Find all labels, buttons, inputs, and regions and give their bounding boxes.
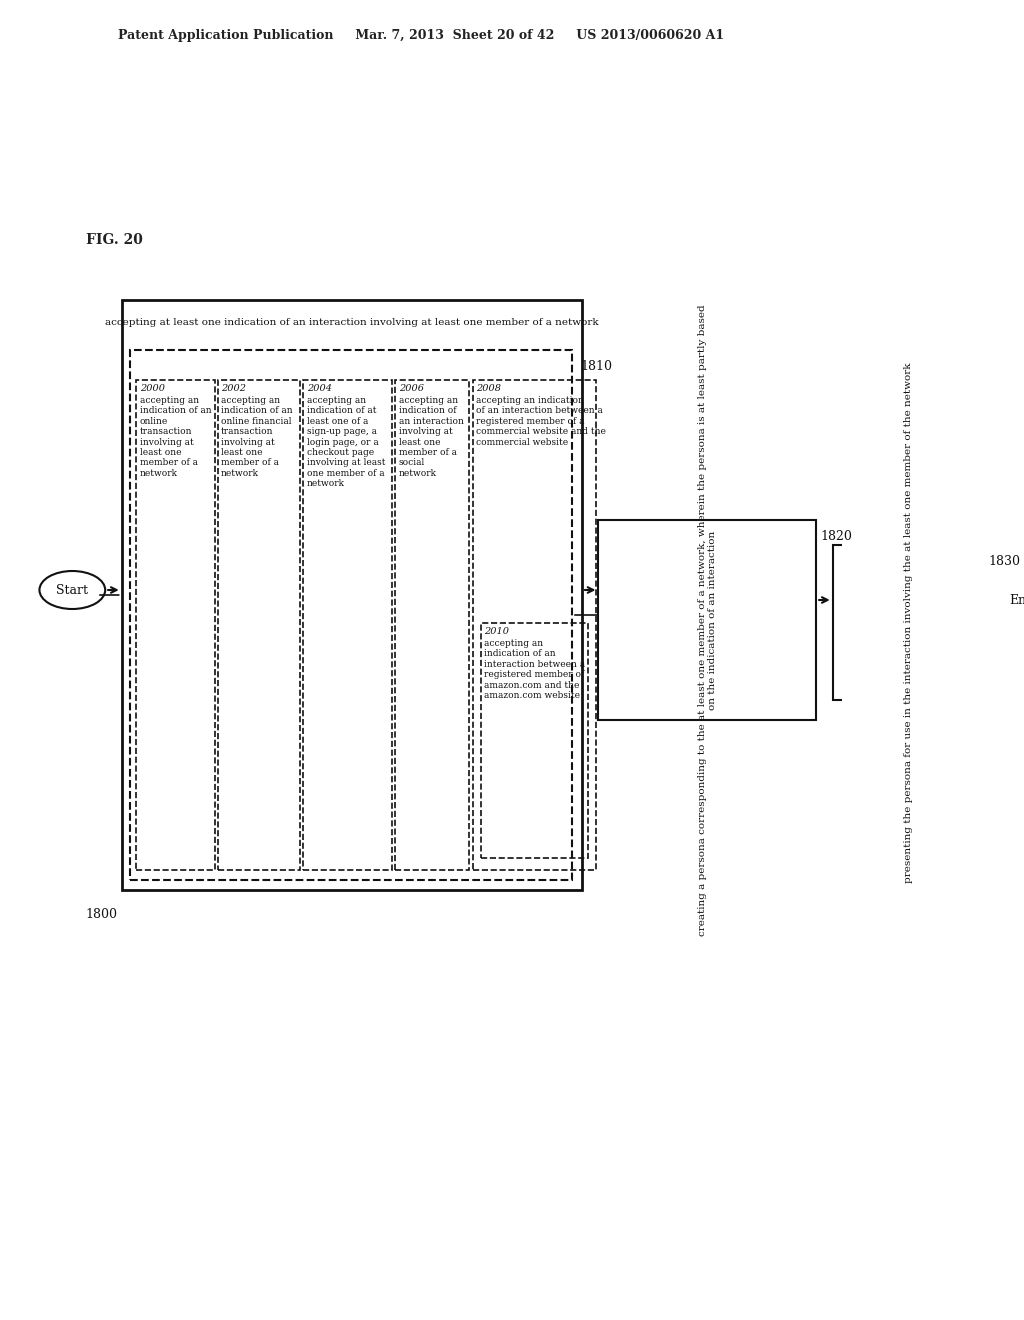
Ellipse shape <box>40 572 105 609</box>
Text: accepting an
indication of an
online financial
transaction
involving at
least on: accepting an indication of an online fin… <box>221 396 293 478</box>
Text: End: End <box>1009 594 1024 606</box>
Text: 2006: 2006 <box>398 384 424 393</box>
Text: Patent Application Publication     Mar. 7, 2013  Sheet 20 of 42     US 2013/0060: Patent Application Publication Mar. 7, 2… <box>118 29 724 41</box>
Text: accepting an
indication of at
least one of a
sign-up page, a
login page, or a
ch: accepting an indication of at least one … <box>306 396 385 488</box>
Text: 1830: 1830 <box>989 554 1021 568</box>
Text: Start: Start <box>56 583 88 597</box>
Ellipse shape <box>989 581 1024 619</box>
Text: 2004: 2004 <box>306 384 332 393</box>
Text: FIG. 20: FIG. 20 <box>86 234 143 247</box>
Text: accepting an indication
of an interaction between a
registered member of a
comme: accepting an indication of an interactio… <box>476 396 606 446</box>
Text: 1820: 1820 <box>820 531 852 543</box>
Text: presenting the persona for use in the interaction involving the at least one mem: presenting the persona for use in the in… <box>904 362 913 883</box>
Text: 2008: 2008 <box>476 384 501 393</box>
Text: creating a persona corresponding to the at least one member of a network, wherei: creating a persona corresponding to the … <box>697 304 717 936</box>
Text: 2002: 2002 <box>221 384 246 393</box>
Text: 1800: 1800 <box>86 908 118 921</box>
Text: 1810: 1810 <box>581 360 612 374</box>
Text: accepting at least one indication of an interaction involving at least one membe: accepting at least one indication of an … <box>105 318 599 327</box>
Text: 2000: 2000 <box>139 384 165 393</box>
Text: accepting an
indication of an
online
transaction
involving at
least one
member o: accepting an indication of an online tra… <box>139 396 211 478</box>
Text: accepting an
indication of
an interaction
involving at
least one
member of a
soc: accepting an indication of an interactio… <box>398 396 464 478</box>
Text: accepting an
indication of an
interaction between a
registered member of
amazon.: accepting an indication of an interactio… <box>484 639 586 700</box>
Text: 2010: 2010 <box>484 627 509 636</box>
